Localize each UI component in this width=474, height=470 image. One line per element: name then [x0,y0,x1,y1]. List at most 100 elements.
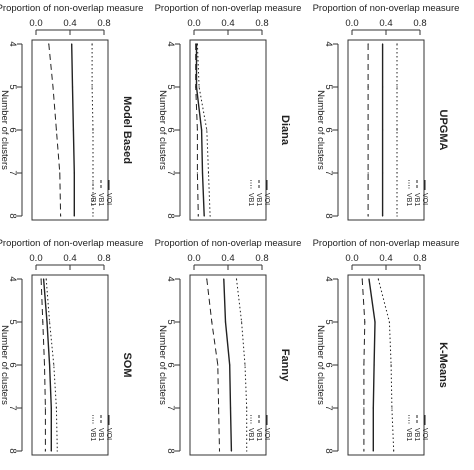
value-tick-label: 0.8 [413,253,426,264]
data-point [361,278,363,280]
data-point [382,86,384,88]
legend-label: VB1 [255,428,262,441]
value-tick-label: 0.0 [29,18,42,29]
plot-frame [31,274,109,456]
data-point [91,86,93,88]
panel-title: K-Means [437,342,449,388]
data-point [50,407,52,409]
data-point [49,321,51,323]
data-point [235,278,238,280]
data-point [92,129,94,131]
value-tick-label: 0.4 [379,253,392,264]
plot-frame [31,39,109,221]
series-line-vb1-dashed [195,44,199,217]
cluster-tick-label: 4 [323,41,334,46]
chart-panel-diana: 0.0 0.4 0.8 Proportion of non-overlap measu… [155,3,301,221]
cluster-tick-label: 6 [165,127,176,132]
cluster-tick-label: 6 [7,127,18,132]
data-point [201,172,204,174]
cluster-tick-label: 8 [165,213,176,218]
value-axis-title: Proportion of non-overlap measure [0,238,143,249]
value-axis-title: Proportion of non-overlap measure [0,3,143,14]
data-point [195,86,197,88]
data-point [53,364,55,366]
data-point [224,321,227,323]
value-axis-title: Proportion of non-overlap measure [313,238,460,249]
cluster-tick-label: 8 [7,213,18,218]
cluster-tick-label: 6 [7,362,18,367]
panel-title: SOM [121,352,133,377]
legend-label: VB1 [405,428,412,441]
legend-label: VB1 [97,193,104,206]
data-point [203,215,205,217]
cluster-tick-label: 6 [165,362,176,367]
panel-title: Diana [279,115,291,146]
value-tick-label: 0.4 [63,18,76,29]
chart-panel-upgma: 0.0 0.4 0.8 Proportion of non-overlap measu… [313,3,460,221]
data-point [196,172,198,174]
cluster-tick-label: 4 [165,41,176,46]
data-point [229,407,232,409]
data-point [195,86,198,88]
cluster-tick-label: 4 [165,276,176,281]
chart-panel-model-based: 0.0 0.4 0.8 Proportion of non-overlap measu… [0,3,143,221]
data-point [382,129,384,131]
data-point [55,129,58,131]
legend-label: VOI [263,193,270,205]
data-point [377,278,379,280]
cluster-axis-title: Number of clusters [315,325,326,405]
cluster-tick-label: 7 [7,405,18,410]
data-point [52,86,54,88]
cluster-tick-label: 5 [323,84,334,89]
data-point [367,172,369,174]
legend-label: VB1 [247,428,254,441]
cluster-tick-label: 4 [323,276,334,281]
value-tick-label: 0.4 [221,253,234,264]
cluster-tick-label: 5 [7,84,18,89]
data-point [50,450,52,452]
data-point [196,43,198,45]
value-tick-label: 0.4 [63,253,76,264]
series-line-vb1-dashed [206,278,220,452]
cluster-tick-label: 8 [323,448,334,453]
data-point [209,215,211,217]
data-point [382,43,384,45]
data-point [229,364,231,366]
data-point [40,278,42,280]
data-point [396,129,398,131]
cluster-axis-title: Number of clusters [0,90,10,170]
value-tick-label: 0.8 [97,253,110,264]
legend-label: VOI [105,193,112,205]
plot-frame [189,274,267,456]
cluster-tick-label: 4 [7,276,18,281]
legend-label: VOI [421,193,428,205]
data-point [207,172,210,174]
data-point [373,364,375,366]
series-line-vb1-dotted [377,278,395,452]
data-point [44,450,46,452]
data-point [218,450,221,452]
data-point [396,43,398,45]
value-tick-label: 0.4 [221,18,234,29]
data-point [241,321,243,323]
data-point [246,407,248,409]
value-tick-label: 0.8 [255,18,268,29]
data-point [368,278,370,280]
data-point [364,321,366,323]
data-point [198,86,200,88]
cluster-tick-label: 5 [323,319,334,324]
plot-frame [347,274,425,456]
panel-title: Fanny [279,349,291,382]
data-point [393,450,395,452]
series-line-vb1-dashed [40,278,46,451]
value-axis-title: Proportion of non-overlap measure [313,3,460,14]
cluster-tick-label: 5 [165,84,176,89]
data-point [396,172,398,174]
legend-label: VB1 [97,428,104,441]
plot-frame [189,39,267,221]
data-point [390,364,392,366]
legend-label: VB1 [247,193,254,206]
